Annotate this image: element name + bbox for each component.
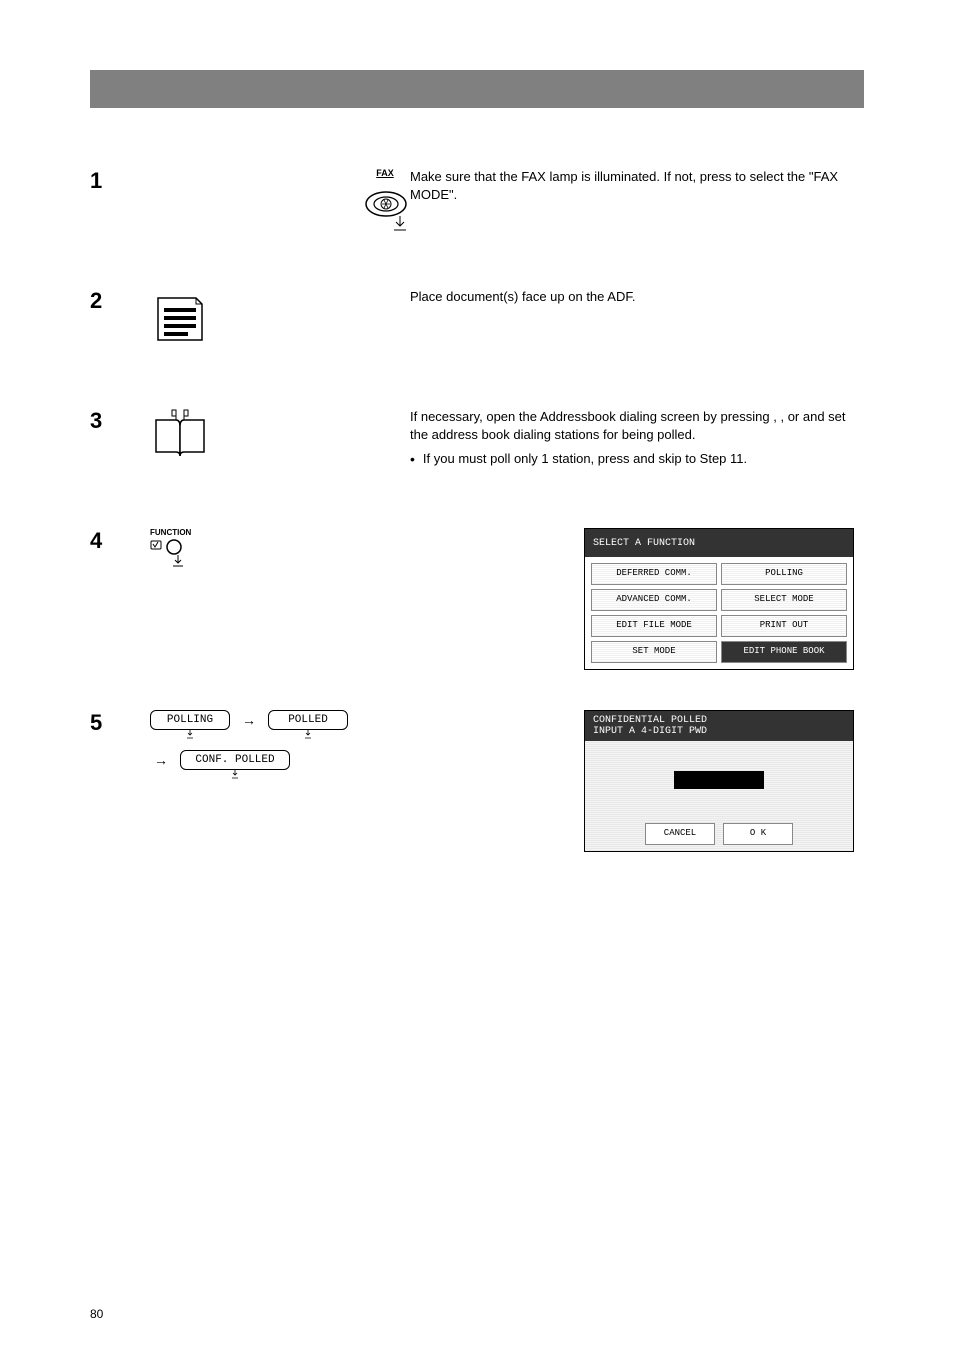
step-3-note: If you must poll only 1 station, press a… xyxy=(410,450,864,470)
step-3: 3 If necessary, open the Addressbook dia… xyxy=(90,408,864,488)
fax-label: FAX xyxy=(360,168,410,178)
arrow-icon: → xyxy=(242,712,256,728)
step-5: 5 POLLING → POLLED → CONF. POLLED CONFID… xyxy=(90,710,864,852)
arrow-icon: → xyxy=(154,752,168,768)
function-label: FUNCTION xyxy=(150,528,410,537)
lcd-btn-edit-phone[interactable]: EDIT PHONE BOOK xyxy=(721,641,847,663)
cancel-button[interactable]: CANCEL xyxy=(645,823,715,845)
lcd-btn-select-mode[interactable]: SELECT MODE xyxy=(721,589,847,611)
lcd-btn-set-mode[interactable]: SET MODE xyxy=(591,641,717,663)
ok-button[interactable]: O K xyxy=(723,823,793,845)
step-number: 2 xyxy=(90,288,150,314)
step-number: 5 xyxy=(90,710,150,736)
function-key-icon xyxy=(150,539,410,572)
lcd-screen-confidential: CONFIDENTIAL POLLED INPUT A 4-DIGIT PWD … xyxy=(584,710,854,852)
step-number: 3 xyxy=(90,408,150,434)
step-2: 2 Place document(s) face up on the ADF. xyxy=(90,288,864,368)
step-1: 1 FAX Make sure that the FAX lamp is ill… xyxy=(90,168,864,248)
lcd-title-line1: CONFIDENTIAL POLLED xyxy=(593,715,707,726)
fax-key-icon xyxy=(360,180,410,245)
step-number: 4 xyxy=(90,528,150,554)
step-2-text: Place document(s) face up on the ADF. xyxy=(410,288,864,306)
lcd-btn-polling[interactable]: POLLING xyxy=(721,563,847,585)
step-1-text: Make sure that the FAX lamp is illuminat… xyxy=(410,168,864,204)
lcd-btn-print-out[interactable]: PRINT OUT xyxy=(721,615,847,637)
document-icon xyxy=(150,288,410,353)
step-number: 1 xyxy=(90,168,150,194)
page-number: 80 xyxy=(90,1307,103,1321)
polled-button[interactable]: POLLED xyxy=(268,710,348,730)
lcd-title-line2: INPUT A 4-DIGIT PWD xyxy=(593,726,707,737)
step-3-text: If necessary, open the Addressbook diali… xyxy=(410,408,864,444)
header-bar xyxy=(90,70,864,108)
lcd-btn-advanced[interactable]: ADVANCED COMM. xyxy=(591,589,717,611)
polling-button[interactable]: POLLING xyxy=(150,710,230,730)
password-input-box[interactable] xyxy=(674,771,764,789)
lcd-title: SELECT A FUNCTION xyxy=(585,529,853,557)
lcd-btn-edit-file[interactable]: EDIT FILE MODE xyxy=(591,615,717,637)
conf-polled-button[interactable]: CONF. POLLED xyxy=(180,750,290,770)
lcd-btn-deferred[interactable]: DEFERRED COMM. xyxy=(591,563,717,585)
step-4: 4 FUNCTION SELECT A FUNCTION DEFERRED CO… xyxy=(90,528,864,670)
lcd-screen-functions: SELECT A FUNCTION DEFERRED COMM. POLLING… xyxy=(584,528,854,670)
address-book-icon xyxy=(150,408,410,473)
